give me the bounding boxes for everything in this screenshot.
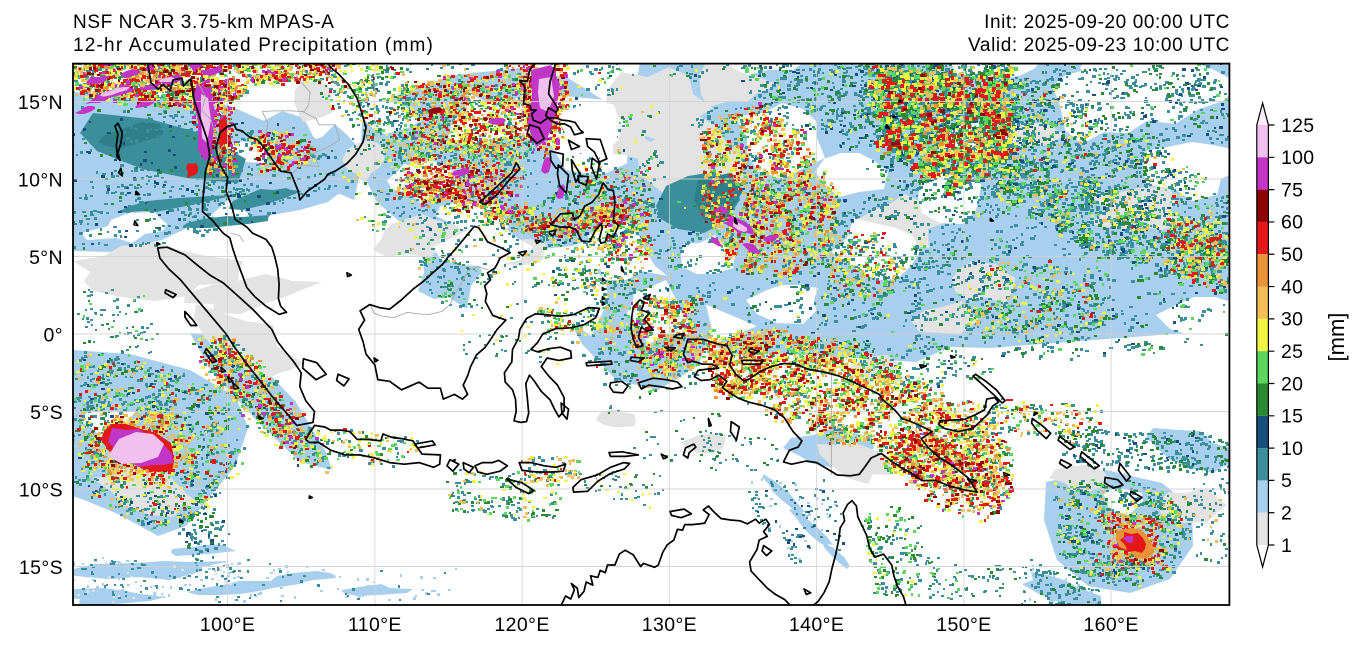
- svg-text:100°E: 100°E: [200, 614, 255, 636]
- svg-text:50: 50: [1281, 244, 1303, 266]
- svg-text:20: 20: [1281, 373, 1303, 395]
- svg-text:15°N: 15°N: [18, 92, 63, 114]
- svg-text:150°E: 150°E: [936, 614, 991, 636]
- svg-text:30: 30: [1281, 309, 1303, 331]
- svg-text:5°S: 5°S: [30, 402, 63, 424]
- svg-text:2: 2: [1281, 503, 1292, 525]
- svg-text:15: 15: [1281, 406, 1303, 428]
- svg-text:0°: 0°: [44, 325, 63, 347]
- svg-text:10: 10: [1281, 438, 1303, 460]
- svg-text:10°S: 10°S: [19, 480, 63, 502]
- svg-text:100: 100: [1281, 147, 1314, 169]
- svg-text:15°S: 15°S: [19, 557, 63, 579]
- svg-text:12-hr Accumulated Precipitatio: 12-hr Accumulated Precipitation (mm): [73, 35, 434, 56]
- svg-text:Valid: 2025-09-23 10:00 UTC: Valid: 2025-09-23 10:00 UTC: [968, 35, 1230, 56]
- svg-text:75: 75: [1281, 179, 1303, 201]
- svg-text:125: 125: [1281, 115, 1314, 137]
- svg-text:NSF NCAR 3.75-km MPAS-A: NSF NCAR 3.75-km MPAS-A: [73, 12, 335, 33]
- svg-text:130°E: 130°E: [642, 614, 697, 636]
- svg-text:110°E: 110°E: [348, 614, 402, 636]
- svg-text:160°E: 160°E: [1083, 614, 1138, 636]
- svg-text:40: 40: [1281, 276, 1303, 298]
- svg-text:60: 60: [1281, 212, 1303, 234]
- svg-text:120°E: 120°E: [494, 614, 549, 636]
- svg-text:10°N: 10°N: [18, 170, 63, 192]
- svg-text:Init: 2025-09-20 00:00 UTC: Init: 2025-09-20 00:00 UTC: [984, 12, 1230, 33]
- svg-text:25: 25: [1281, 341, 1303, 363]
- svg-text:[mm]: [mm]: [1324, 313, 1349, 362]
- svg-text:5°N: 5°N: [29, 247, 63, 269]
- svg-text:1: 1: [1281, 535, 1292, 557]
- svg-text:140°E: 140°E: [789, 614, 844, 636]
- svg-text:5: 5: [1281, 470, 1292, 492]
